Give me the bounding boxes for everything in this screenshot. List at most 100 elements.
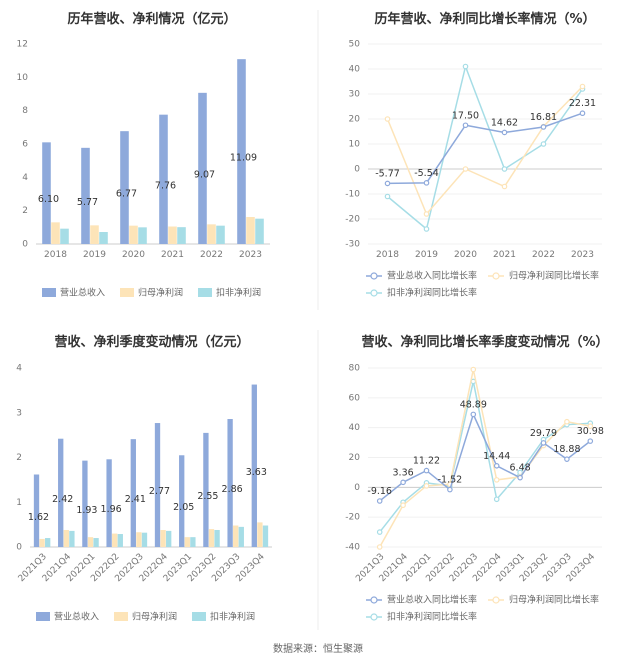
- bar-parent-profit: [39, 538, 45, 547]
- data-label: 2.77: [149, 486, 170, 497]
- y-tick-label: -10: [345, 190, 360, 200]
- bar-deducted-profit: [255, 218, 264, 244]
- y-tick-label: -30: [345, 240, 360, 250]
- bar-parent-profit: [184, 537, 190, 547]
- data-label: 30.98: [577, 426, 604, 437]
- bar-parent-profit: [112, 533, 118, 547]
- bar-deducted-profit: [117, 534, 123, 547]
- bar-deducted-profit: [60, 228, 69, 244]
- y-tick-label: 0: [16, 543, 22, 553]
- bar-revenue: [159, 114, 168, 245]
- data-label: -1.52: [438, 475, 463, 486]
- bar-deducted-profit: [99, 232, 108, 244]
- bar-deducted-profit: [69, 530, 75, 547]
- data-label: 48.89: [460, 399, 487, 410]
- y-tick-label: 0: [22, 240, 28, 250]
- bar-parent-profit: [129, 225, 138, 244]
- data-label: 6.77: [116, 189, 137, 200]
- bar-deducted-profit: [190, 537, 196, 547]
- y-tick-label: 4: [16, 364, 22, 374]
- legend-label: 营业总收入: [60, 287, 105, 299]
- bar-parent-profit: [136, 532, 142, 547]
- series-point: [493, 496, 500, 503]
- bar-revenue: [42, 142, 51, 244]
- series-point: [501, 129, 508, 136]
- chart-quarter-growth: 营收、净利同比增长率季度变动情况（%）-40-200204060802021Q3…: [345, 334, 608, 623]
- series-point: [501, 183, 508, 190]
- data-label: 3.63: [246, 467, 267, 478]
- chart-title: 营收、净利季度变动情况（亿元）: [54, 334, 249, 350]
- series-point: [579, 110, 586, 117]
- bar-revenue: [81, 147, 90, 244]
- y-tick-label: 0: [354, 483, 360, 493]
- y-tick-label: 60: [349, 393, 361, 403]
- bar-deducted-profit: [141, 532, 148, 547]
- series-point: [376, 544, 383, 550]
- data-label: 2.86: [222, 484, 243, 495]
- series-point: [470, 366, 477, 373]
- bar-parent-profit: [87, 537, 94, 547]
- x-tick-label: 2019: [415, 250, 438, 260]
- data-label: -5.54: [414, 168, 439, 179]
- legend-label: 归母净利润: [138, 287, 183, 299]
- series-point: [462, 63, 469, 70]
- bar-revenue: [198, 92, 207, 244]
- bar-deducted-profit: [45, 538, 51, 547]
- series-point: [423, 211, 430, 217]
- series-line-0: [387, 112, 583, 185]
- x-tick-label: 2018: [376, 250, 399, 260]
- y-tick-label: 1: [16, 498, 22, 508]
- y-tick-label: 3: [16, 408, 22, 418]
- data-label: 1.62: [28, 512, 49, 523]
- series-point: [423, 226, 430, 232]
- legend-label: 营业总收入同比增长率: [387, 594, 477, 606]
- series-point: [447, 486, 453, 493]
- data-label: 1.93: [76, 505, 97, 516]
- y-tick-label: 20: [349, 453, 361, 463]
- data-label: 2.42: [52, 494, 73, 505]
- chart-annual-value: 历年营收、净利情况（亿元） 0 2 4 6 8 10 12 2018 2019 2020 2021 20…: [17, 11, 270, 299]
- x-tick-label: 2020: [122, 250, 145, 260]
- data-label: 3.36: [393, 467, 414, 478]
- bar-deducted-profit: [138, 227, 147, 244]
- bar-deducted-profit: [93, 538, 99, 547]
- x-tick-label: 2021: [161, 250, 184, 260]
- series-point: [587, 423, 594, 429]
- legend-swatch: [192, 612, 206, 621]
- series-point: [564, 418, 570, 425]
- data-label: -9.16: [367, 486, 392, 497]
- series-point: [423, 483, 430, 489]
- series-line-2: [387, 63, 584, 231]
- data-label: 14.62: [491, 117, 518, 128]
- y-tick-label: 8: [22, 106, 28, 116]
- legend-label: 扣非净利润同比增长率: [387, 287, 477, 299]
- y-tick-label: -40: [345, 543, 360, 553]
- legend: 营业总收入 归母净利润 扣非净利润: [42, 287, 261, 299]
- legend-marker: [370, 289, 378, 297]
- legend-label: 归母净利润: [132, 611, 177, 623]
- series-point: [462, 122, 469, 129]
- data-label: 2.55: [197, 491, 218, 502]
- data-label: 7.76: [155, 180, 176, 191]
- chart-title: 历年营收、净利情况（亿元）: [67, 11, 236, 27]
- x-tick-label: 2023: [239, 250, 262, 260]
- bar-parent-profit: [90, 225, 99, 244]
- chart-title: 营收、净利同比增长率季度变动情况（%）: [361, 334, 608, 350]
- series-point: [540, 124, 547, 130]
- bar-parent-profit: [51, 222, 60, 244]
- series-point: [470, 411, 477, 418]
- y-tick-label: 4: [22, 173, 28, 183]
- bar-parent-profit: [208, 529, 215, 547]
- data-label: 11.09: [230, 153, 257, 164]
- legend-label: 营业总收入: [54, 611, 99, 623]
- y-tick-label: -20: [345, 513, 360, 523]
- chart-title: 历年营收、净利同比增长率情况（%）: [374, 11, 595, 27]
- bar-deducted-profit: [177, 227, 186, 244]
- series-point: [579, 83, 586, 90]
- y-tick-label: 0: [354, 165, 360, 175]
- y-tick-label: -20: [345, 215, 360, 225]
- series-point: [501, 166, 508, 172]
- data-label: 1.96: [101, 504, 122, 515]
